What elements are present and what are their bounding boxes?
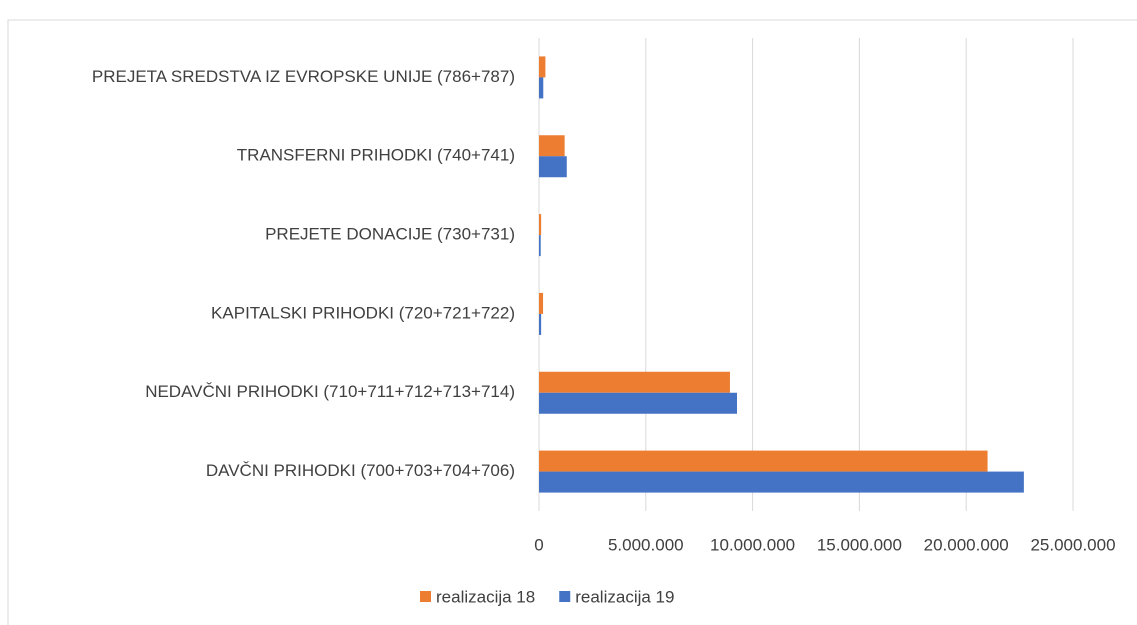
x-tick-label: 10.000.000 (710, 535, 795, 554)
y-tick-label: DAVČNI PRIHODKI (700+703+704+706) (206, 461, 515, 480)
bar (539, 392, 738, 414)
legend-swatch (420, 591, 431, 602)
y-tick-label: TRANSFERNI PRIHODKI (740+741) (237, 146, 515, 165)
bar (539, 313, 542, 335)
bar (539, 450, 988, 472)
x-tick-label: 0 (534, 535, 543, 554)
x-tick-label: 15.000.000 (817, 535, 902, 554)
y-tick-label: PREJETE DONACIJE (730+731) (265, 225, 515, 244)
y-tick-label: NEDAVČNI PRIHODKI (710+711+712+713+714) (145, 382, 515, 401)
bar (539, 135, 565, 157)
y-tick-label: KAPITALSKI PRIHODKI (720+721+722) (211, 303, 515, 322)
bar (539, 77, 544, 99)
chart-frame (7, 19, 1137, 625)
y-tick-label: PREJETA SREDSTVA IZ EVROPSKE UNIJE (786+… (92, 67, 515, 86)
legend-swatch (559, 591, 571, 602)
bar (539, 292, 544, 314)
x-tick-label: 20.000.000 (924, 535, 1009, 554)
bar (539, 156, 567, 178)
x-tick-label: 5.000.000 (608, 535, 684, 554)
x-tick-label: 25.000.000 (1030, 535, 1115, 554)
bar (539, 371, 730, 393)
legend-label: realizacija 18 (436, 587, 535, 606)
bar (539, 214, 542, 236)
legend-label: realizacija 19 (575, 587, 674, 606)
bar (539, 235, 541, 257)
bar (539, 471, 1024, 493)
bar (539, 56, 546, 78)
